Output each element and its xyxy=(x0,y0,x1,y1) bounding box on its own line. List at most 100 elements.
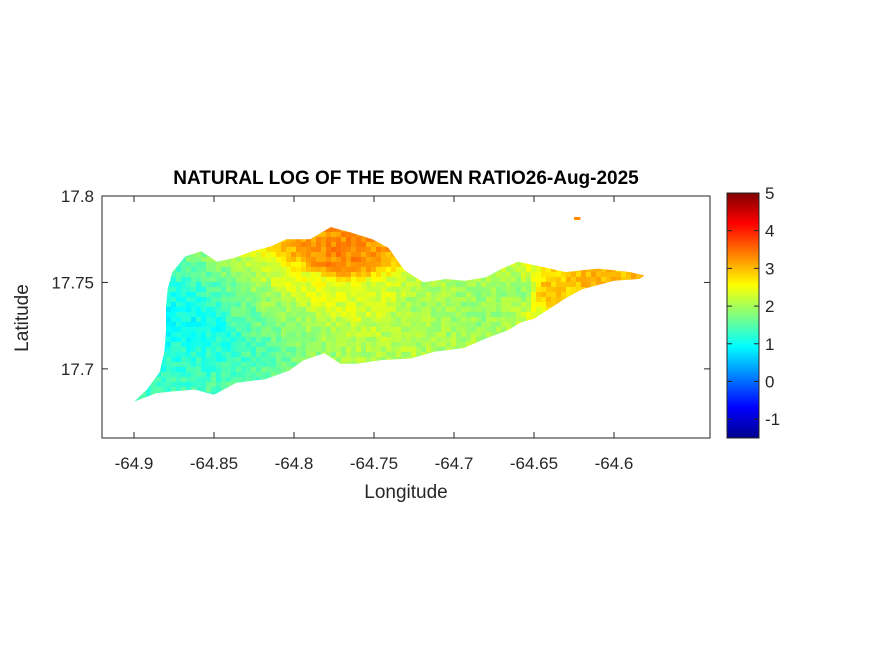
heat-cell xyxy=(166,341,172,348)
heat-cell xyxy=(241,326,247,333)
heat-cell xyxy=(346,301,352,308)
heat-cell xyxy=(186,306,192,313)
heat-cell xyxy=(406,291,412,298)
heat-cell xyxy=(331,256,337,263)
heat-cell xyxy=(386,326,392,333)
heat-cell xyxy=(246,336,252,343)
heat-cell xyxy=(236,366,242,373)
heat-cell xyxy=(321,236,327,243)
heat-cell xyxy=(341,241,347,248)
heat-cell xyxy=(431,321,437,328)
heat-cell xyxy=(416,286,422,293)
heat-cell xyxy=(201,276,207,283)
heat-cell xyxy=(266,336,272,343)
heat-cell xyxy=(281,246,287,253)
heat-cell xyxy=(426,301,432,308)
heat-cell xyxy=(221,316,227,323)
x-tick-label: -64.8 xyxy=(275,454,314,473)
heat-cell xyxy=(186,341,192,348)
heat-cell xyxy=(326,301,332,308)
heat-cell xyxy=(286,281,292,288)
heat-cell xyxy=(496,271,502,278)
heat-cell xyxy=(301,301,307,308)
heat-cell xyxy=(446,336,452,343)
heat-cell xyxy=(421,351,427,358)
heat-cell xyxy=(241,291,247,298)
heat-cell xyxy=(216,281,222,288)
heat-cell xyxy=(451,331,457,338)
heat-cell xyxy=(231,371,237,378)
heat-cell xyxy=(301,316,307,323)
heat-cell xyxy=(196,296,202,303)
heat-cell xyxy=(336,281,342,288)
heat-cell xyxy=(361,281,367,288)
heat-cell xyxy=(191,366,197,373)
heat-cell xyxy=(386,276,392,283)
heat-cell xyxy=(376,356,382,363)
heat-cell xyxy=(356,331,362,338)
heat-cell xyxy=(326,246,332,253)
heat-cell xyxy=(366,276,372,283)
heat-cell xyxy=(171,286,177,293)
heat-cell xyxy=(216,296,222,303)
heat-cell xyxy=(141,391,147,398)
heat-cell xyxy=(286,291,292,298)
heat-cell xyxy=(166,386,172,393)
heat-cell xyxy=(221,326,227,333)
heat-cell xyxy=(176,331,182,338)
heat-cell xyxy=(466,311,472,318)
heat-cell xyxy=(396,331,402,338)
heat-cell xyxy=(371,341,377,348)
heat-cell xyxy=(286,296,292,303)
heat-cell xyxy=(356,321,362,328)
heat-cell xyxy=(556,291,562,298)
heat-cell xyxy=(521,286,527,293)
heat-cell xyxy=(356,336,362,343)
heat-cell xyxy=(216,286,222,293)
heat-cell xyxy=(426,316,432,323)
heat-cell xyxy=(451,321,457,328)
heat-cell xyxy=(346,286,352,293)
heat-cell xyxy=(266,251,272,258)
heat-cell xyxy=(161,376,167,383)
heat-cell xyxy=(281,301,287,308)
heat-cell xyxy=(301,336,307,343)
heat-cell xyxy=(266,331,272,338)
heat-cell xyxy=(291,336,297,343)
heat-cell xyxy=(166,336,172,343)
heat-cell xyxy=(586,276,592,283)
heat-cell xyxy=(341,316,347,323)
heat-cell xyxy=(236,256,242,263)
heat-cell xyxy=(396,336,402,343)
heat-cell xyxy=(521,311,527,318)
heat-cell xyxy=(321,266,327,273)
heat-cell xyxy=(176,301,182,308)
heat-cell xyxy=(191,301,197,308)
heat-cell xyxy=(216,381,222,388)
heat-cell xyxy=(256,356,262,363)
heat-cell xyxy=(156,381,162,388)
heat-cell xyxy=(466,291,472,298)
heat-cell xyxy=(226,256,232,263)
heat-cell xyxy=(521,266,527,273)
heat-cell xyxy=(271,356,277,363)
heat-cell xyxy=(301,276,307,283)
heat-cell xyxy=(346,296,352,303)
heat-cell xyxy=(261,271,267,278)
heat-cell xyxy=(256,291,262,298)
heat-cell xyxy=(176,281,182,288)
heat-cell xyxy=(336,306,342,313)
heat-cell xyxy=(371,326,377,333)
heat-cell xyxy=(271,281,277,288)
heat-cell xyxy=(336,241,342,248)
heat-cell xyxy=(536,271,542,278)
heat-cell xyxy=(331,296,337,303)
heat-cell xyxy=(201,346,207,353)
heat-cell xyxy=(421,296,427,303)
heat-cell xyxy=(291,271,297,278)
heat-cell xyxy=(396,266,402,273)
heat-cell xyxy=(376,251,382,258)
heat-cell xyxy=(296,331,302,338)
heat-cell xyxy=(571,281,577,288)
